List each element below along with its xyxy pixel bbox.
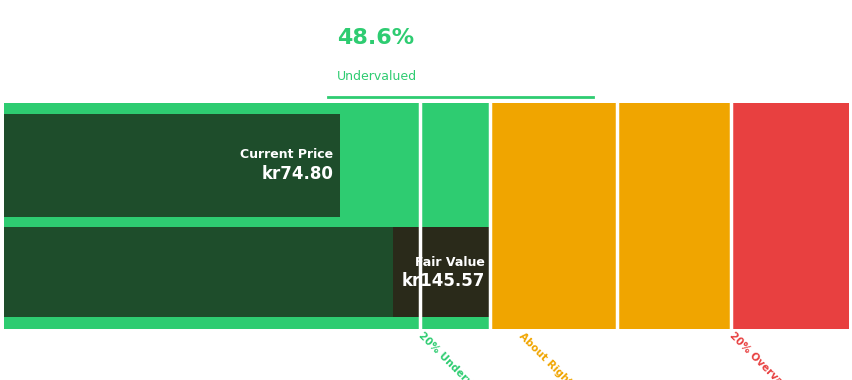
Text: kr145.57: kr145.57 xyxy=(401,272,484,290)
FancyBboxPatch shape xyxy=(4,103,489,329)
Text: 20% Overvalued: 20% Overvalued xyxy=(727,331,802,380)
FancyBboxPatch shape xyxy=(729,103,848,329)
FancyBboxPatch shape xyxy=(489,103,729,329)
Text: 48.6%: 48.6% xyxy=(337,28,413,48)
Text: kr74.80: kr74.80 xyxy=(262,165,333,183)
Text: 20% Undervalued: 20% Undervalued xyxy=(417,331,497,380)
Text: Current Price: Current Price xyxy=(240,148,333,161)
FancyBboxPatch shape xyxy=(392,227,489,317)
Text: Undervalued: Undervalued xyxy=(337,70,417,82)
FancyBboxPatch shape xyxy=(4,114,340,217)
FancyBboxPatch shape xyxy=(4,227,489,317)
Text: About Right: About Right xyxy=(516,331,573,380)
Text: Fair Value: Fair Value xyxy=(414,256,484,269)
